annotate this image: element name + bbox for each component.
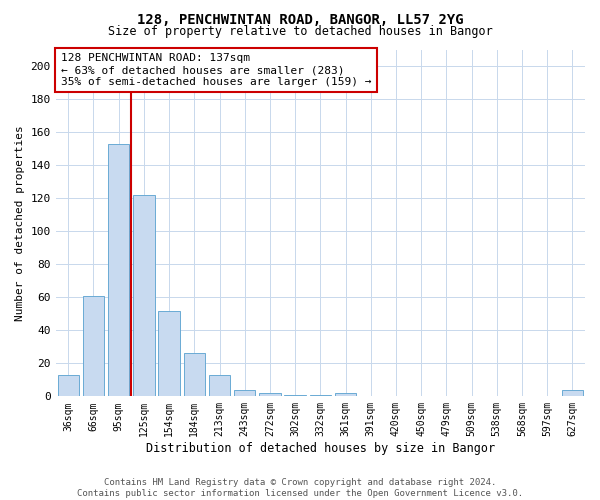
Text: Contains HM Land Registry data © Crown copyright and database right 2024.
Contai: Contains HM Land Registry data © Crown c… [77,478,523,498]
Bar [83,296,104,396]
Bar [184,354,205,397]
Bar [310,394,331,396]
Bar [335,393,356,396]
Text: Size of property relative to detached houses in Bangor: Size of property relative to detached ho… [107,25,493,38]
Bar [158,310,180,396]
Bar [209,375,230,396]
Bar [133,195,155,396]
Y-axis label: Number of detached properties: Number of detached properties [15,126,25,321]
Bar [284,394,306,396]
X-axis label: Distribution of detached houses by size in Bangor: Distribution of detached houses by size … [146,442,495,455]
Bar [259,393,281,396]
Bar [58,375,79,396]
Bar [108,144,130,397]
Text: 128 PENCHWINTAN ROAD: 137sqm
← 63% of detached houses are smaller (283)
35% of s: 128 PENCHWINTAN ROAD: 137sqm ← 63% of de… [61,54,371,86]
Text: 128, PENCHWINTAN ROAD, BANGOR, LL57 2YG: 128, PENCHWINTAN ROAD, BANGOR, LL57 2YG [137,12,463,26]
Bar [562,390,583,396]
Bar [234,390,256,396]
